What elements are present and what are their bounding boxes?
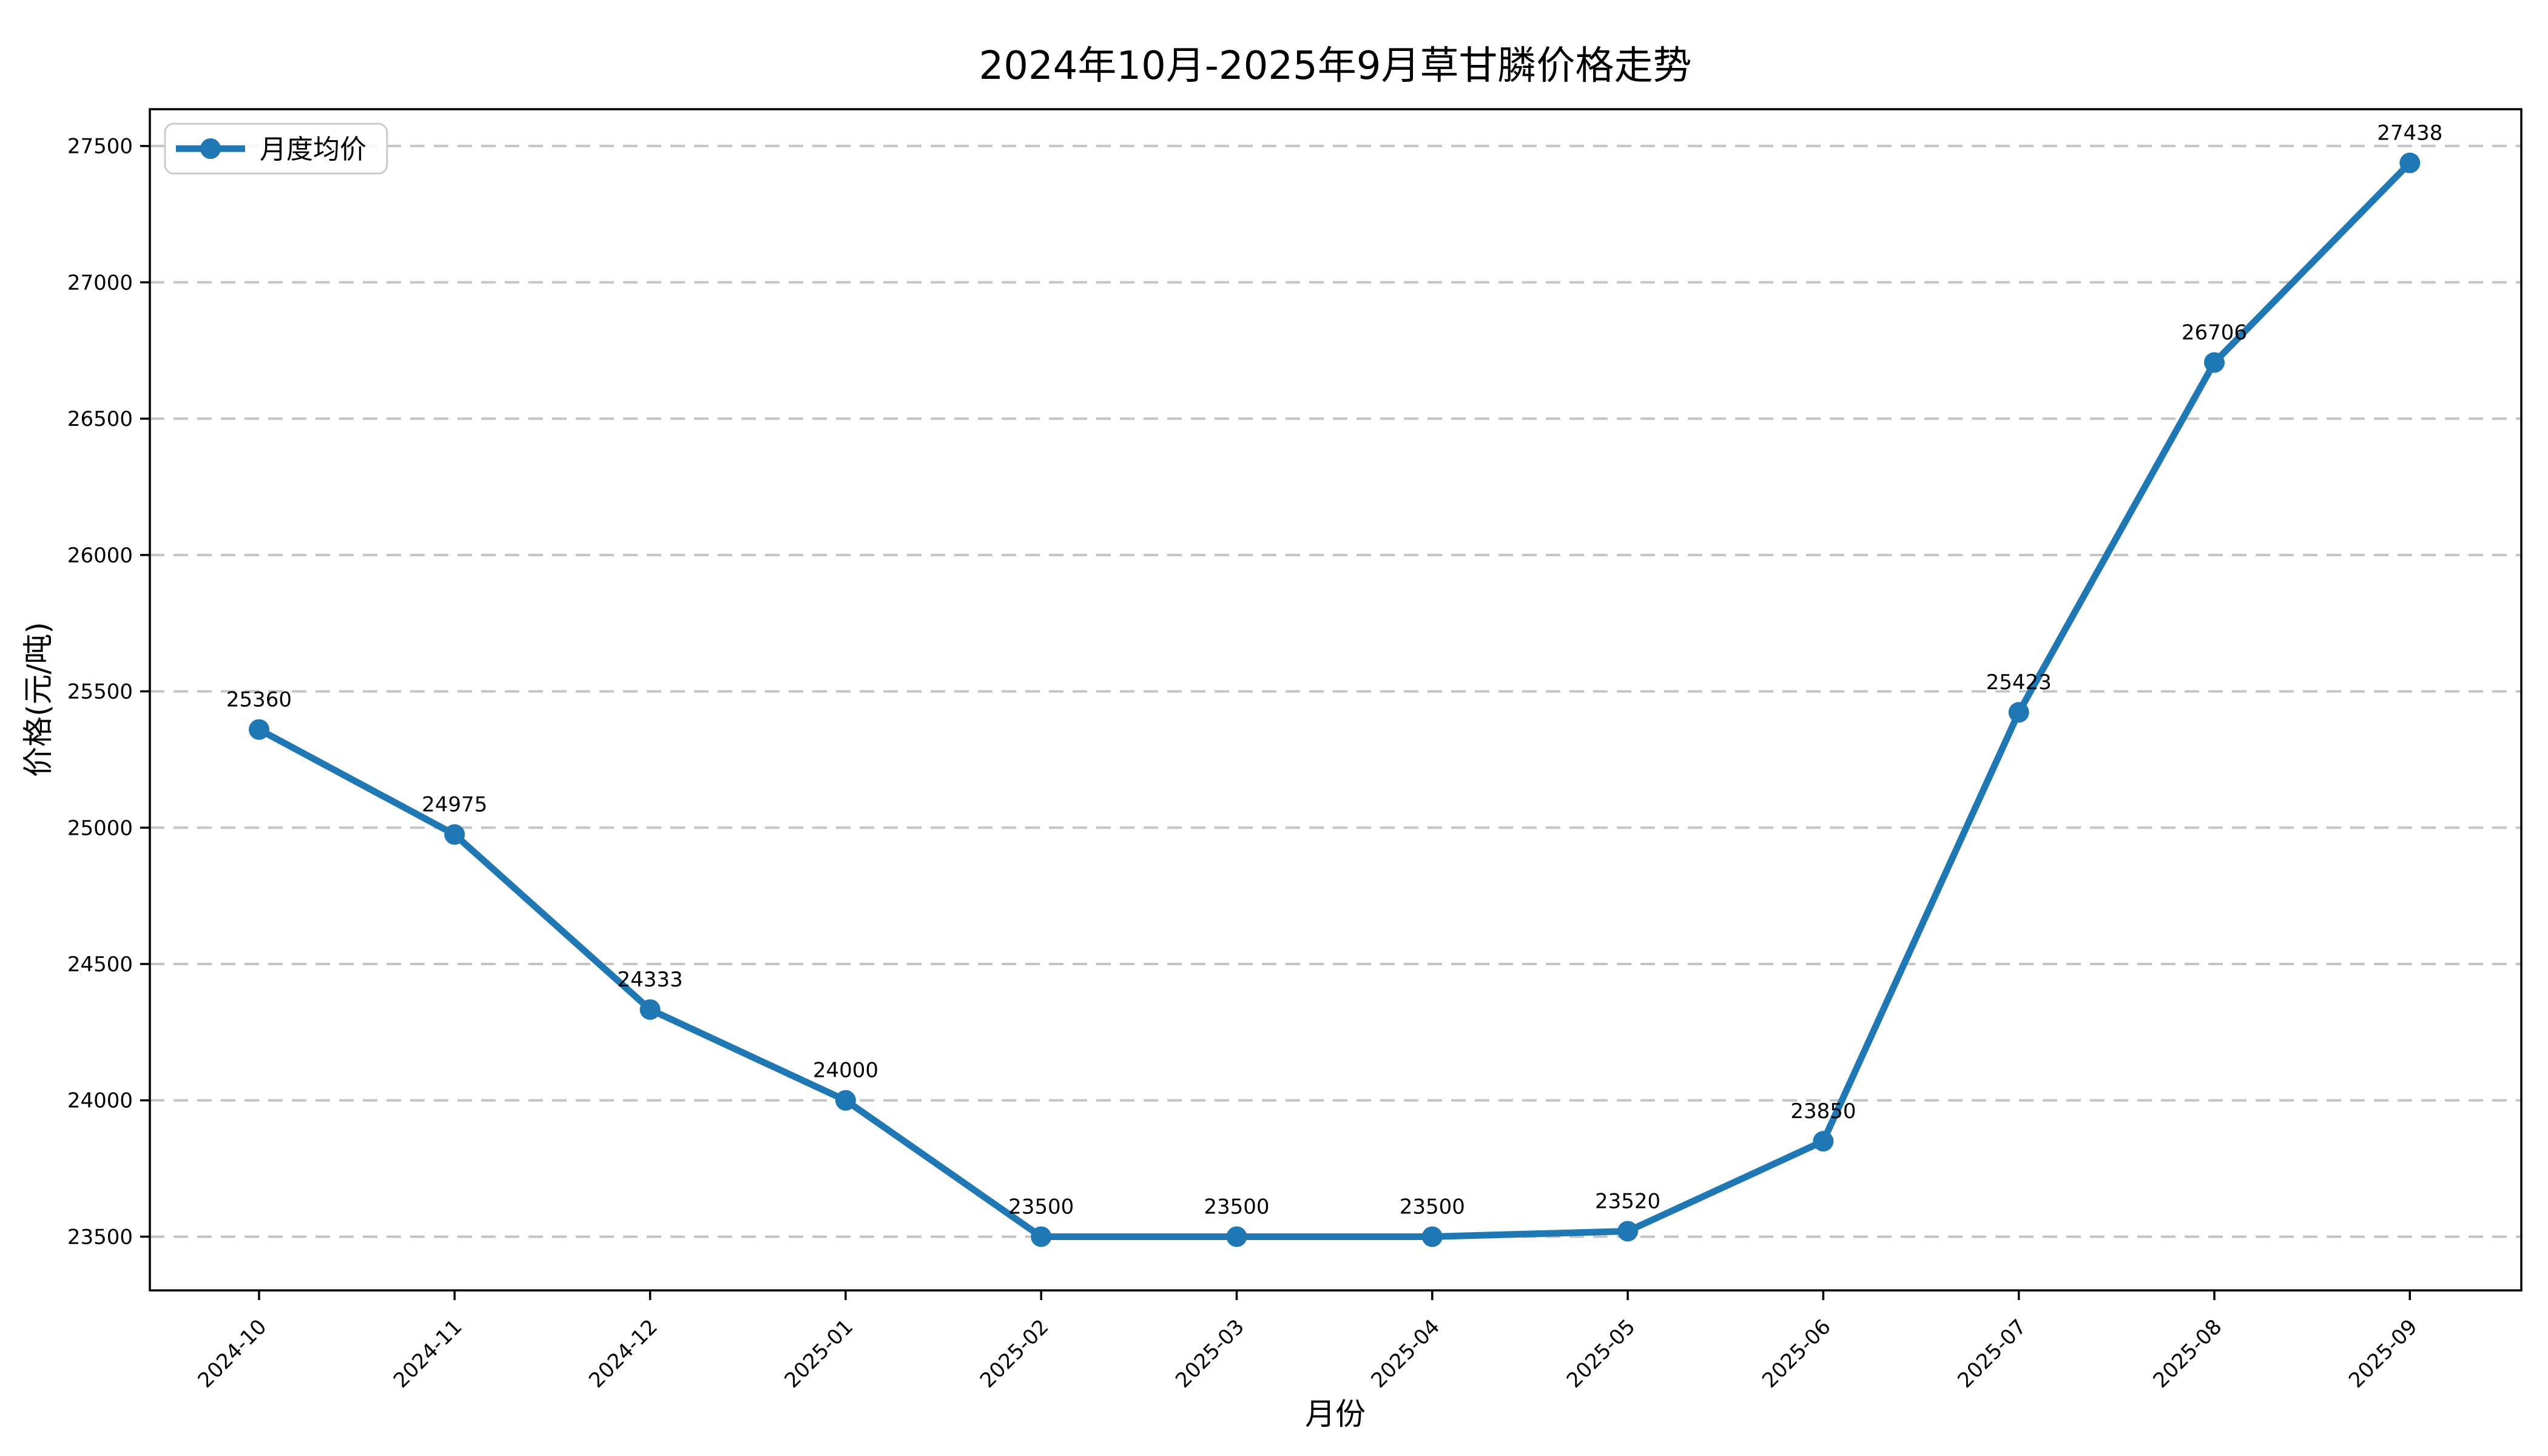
data-label: 23500 xyxy=(1008,1195,1074,1219)
y-tick-label: 24000 xyxy=(67,1089,133,1113)
data-point xyxy=(249,719,269,740)
x-tick-label: 2025-07 xyxy=(1953,1315,2031,1393)
data-label: 25423 xyxy=(1986,670,2052,695)
data-label: 25360 xyxy=(226,687,292,712)
legend-box xyxy=(164,123,388,175)
legend: 月度均价 xyxy=(164,123,388,175)
x-tick-label: 2025-06 xyxy=(1758,1315,1836,1393)
data-point xyxy=(1226,1226,1247,1247)
data-point xyxy=(444,824,465,845)
data-label: 26706 xyxy=(2182,321,2247,345)
data-label: 24333 xyxy=(618,968,683,992)
y-axis-label: 价格(元/吨) xyxy=(21,622,56,777)
legend-label: 月度均价 xyxy=(260,134,366,165)
legend-marker-icon xyxy=(200,138,221,159)
data-point xyxy=(835,1090,856,1111)
x-tick-label: 2025-03 xyxy=(1171,1315,1249,1393)
y-tick-label: 27500 xyxy=(67,135,133,159)
data-point xyxy=(1421,1226,1443,1247)
data-point xyxy=(2008,702,2029,723)
price-line xyxy=(255,160,2413,1240)
x-tick-label: 2024-11 xyxy=(389,1315,467,1393)
y-tick-label: 25000 xyxy=(67,816,133,840)
data-label: 24000 xyxy=(813,1059,878,1083)
data-point xyxy=(2204,352,2225,373)
plot-border xyxy=(149,108,2523,1292)
data-point xyxy=(1813,1131,1834,1152)
y-tick-label: 26000 xyxy=(67,544,133,568)
x-tick-label: 2025-05 xyxy=(1562,1315,1640,1393)
x-tick-label: 2024-10 xyxy=(194,1315,272,1393)
x-tick-label: 2024-12 xyxy=(584,1315,662,1393)
y-tick-label: 25500 xyxy=(67,680,133,704)
y-tick-label: 23500 xyxy=(67,1225,133,1249)
data-point xyxy=(2399,152,2421,174)
data-point xyxy=(639,999,661,1020)
data-label: 24975 xyxy=(422,793,487,817)
data-point xyxy=(1031,1226,1052,1247)
data-point xyxy=(1617,1221,1639,1242)
x-tick-label: 2025-04 xyxy=(1366,1315,1444,1393)
data-label: 23500 xyxy=(1204,1195,1269,1219)
data-label: 23520 xyxy=(1595,1189,1660,1213)
x-tick-label: 2025-01 xyxy=(780,1315,858,1393)
plot-area: 23500 24000 24500 25000 25500 26000 26500 27000… xyxy=(67,108,2523,1393)
data-label: 23500 xyxy=(1400,1195,1465,1219)
y-tick-label: 26500 xyxy=(67,407,133,431)
x-axis-label: 月份 xyxy=(1305,1397,1366,1432)
x-tick-label: 2025-09 xyxy=(2344,1315,2422,1393)
y-tick-label: 24500 xyxy=(67,952,133,977)
x-tick-label: 2025-02 xyxy=(976,1315,1054,1393)
data-label: 27438 xyxy=(2377,121,2442,146)
x-tick-label: 2025-08 xyxy=(2149,1315,2227,1393)
data-label: 23850 xyxy=(1790,1099,1856,1124)
chart-title: 2024年10月-2025年9月草甘膦价格走势 xyxy=(979,44,1692,89)
y-tick-label: 27000 xyxy=(67,271,133,295)
